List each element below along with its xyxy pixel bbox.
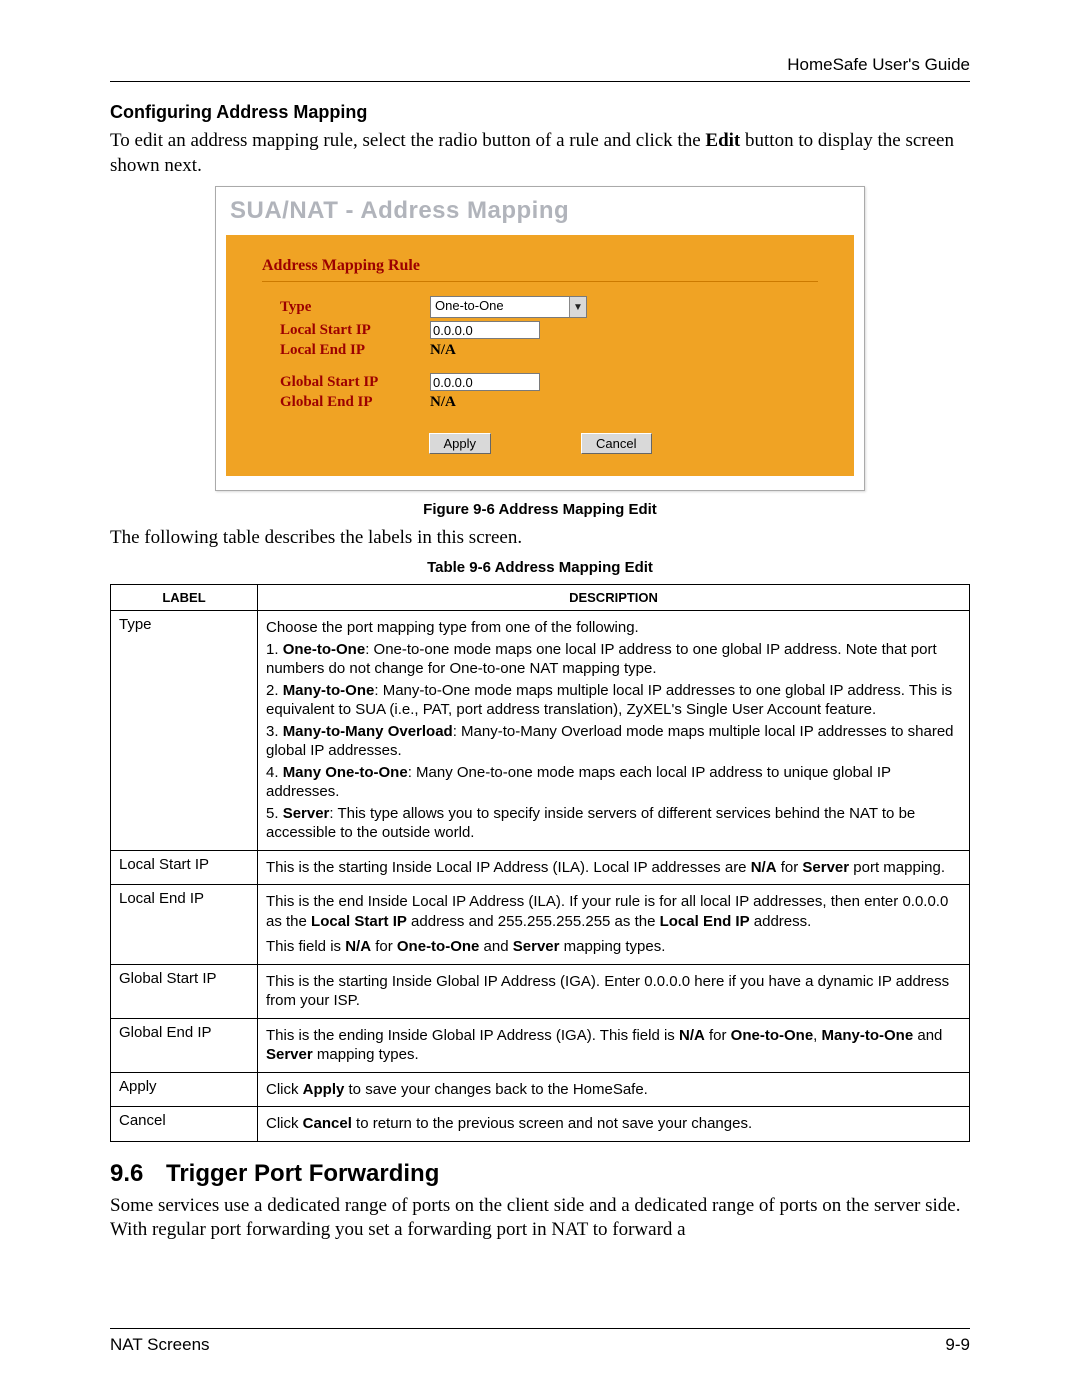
section-heading-trigger: 9.6 Trigger Port Forwarding bbox=[110, 1160, 970, 1188]
cell-desc: Click Apply to save your changes back to… bbox=[258, 1072, 970, 1107]
table-row: Global Start IP This is the starting Ins… bbox=[111, 964, 970, 1018]
footer-right: 9-9 bbox=[945, 1335, 970, 1355]
page-footer: NAT Screens 9-9 bbox=[110, 1328, 970, 1355]
screenshot-address-mapping: SUA/NAT - Address Mapping Address Mappin… bbox=[215, 186, 865, 491]
cell-label: Global Start IP bbox=[111, 964, 258, 1018]
cell-label: Local End IP bbox=[111, 885, 258, 965]
label-global-end-ip: Global End IP bbox=[280, 394, 430, 411]
header-text: HomeSafe User's Guide bbox=[787, 55, 970, 74]
screenshot-title: SUA/NAT - Address Mapping bbox=[226, 193, 854, 235]
table-row: Local Start IP This is the starting Insi… bbox=[111, 850, 970, 885]
chevron-down-icon[interactable]: ▼ bbox=[569, 297, 586, 317]
label-global-start-ip: Global Start IP bbox=[280, 374, 430, 391]
footer-left: NAT Screens bbox=[110, 1335, 210, 1355]
table-row: Apply Click Apply to save your changes b… bbox=[111, 1072, 970, 1107]
intro-paragraph: To edit an address mapping rule, select … bbox=[110, 129, 970, 178]
label-local-start-ip: Local Start IP bbox=[280, 322, 430, 339]
page-header: HomeSafe User's Guide bbox=[110, 55, 970, 82]
section-title-configuring: Configuring Address Mapping bbox=[110, 102, 970, 123]
local-start-ip-input[interactable] bbox=[430, 321, 540, 339]
th-label: LABEL bbox=[111, 585, 258, 611]
cell-label: Local Start IP bbox=[111, 850, 258, 885]
local-end-ip-value: N/A bbox=[430, 342, 456, 359]
cell-label: Type bbox=[111, 611, 258, 851]
cell-label: Global End IP bbox=[111, 1018, 258, 1072]
address-mapping-table: LABEL DESCRIPTION Type Choose the port m… bbox=[110, 584, 970, 1142]
cell-desc: Choose the port mapping type from one of… bbox=[258, 611, 970, 851]
cell-desc: Click Cancel to return to the previous s… bbox=[258, 1107, 970, 1142]
trigger-paragraph: Some services use a dedicated range of p… bbox=[110, 1194, 970, 1243]
cell-label: Cancel bbox=[111, 1107, 258, 1142]
type-select-value: One-to-One bbox=[431, 297, 569, 317]
cell-desc: This is the starting Inside Global IP Ad… bbox=[258, 964, 970, 1018]
section-number: 9.6 bbox=[110, 1160, 166, 1188]
table-row: Local End IP This is the end Inside Loca… bbox=[111, 885, 970, 965]
figure-caption: Figure 9-6 Address Mapping Edit bbox=[110, 501, 970, 518]
label-local-end-ip: Local End IP bbox=[280, 342, 430, 359]
section-title: Trigger Port Forwarding bbox=[166, 1160, 439, 1188]
cell-desc: This is the starting Inside Local IP Add… bbox=[258, 850, 970, 885]
table-caption: Table 9-6 Address Mapping Edit bbox=[110, 559, 970, 576]
cell-label: Apply bbox=[111, 1072, 258, 1107]
global-start-ip-input[interactable] bbox=[430, 373, 540, 391]
th-description: DESCRIPTION bbox=[258, 585, 970, 611]
cell-desc: This is the ending Inside Global IP Addr… bbox=[258, 1018, 970, 1072]
table-row: Global End IP This is the ending Inside … bbox=[111, 1018, 970, 1072]
cell-desc: This is the end Inside Local IP Address … bbox=[258, 885, 970, 965]
panel-heading: Address Mapping Rule bbox=[262, 257, 818, 282]
cancel-button[interactable]: Cancel bbox=[581, 433, 651, 454]
table-row: Type Choose the port mapping type from o… bbox=[111, 611, 970, 851]
label-type: Type bbox=[280, 299, 430, 316]
global-end-ip-value: N/A bbox=[430, 394, 456, 411]
type-select[interactable]: One-to-One ▼ bbox=[430, 296, 587, 318]
apply-button[interactable]: Apply bbox=[429, 433, 492, 454]
address-mapping-panel: Address Mapping Rule Type One-to-One ▼ L… bbox=[226, 235, 854, 476]
table-row: Cancel Click Cancel to return to the pre… bbox=[111, 1107, 970, 1142]
table-intro: The following table describes the labels… bbox=[110, 526, 970, 551]
table-header-row: LABEL DESCRIPTION bbox=[111, 585, 970, 611]
